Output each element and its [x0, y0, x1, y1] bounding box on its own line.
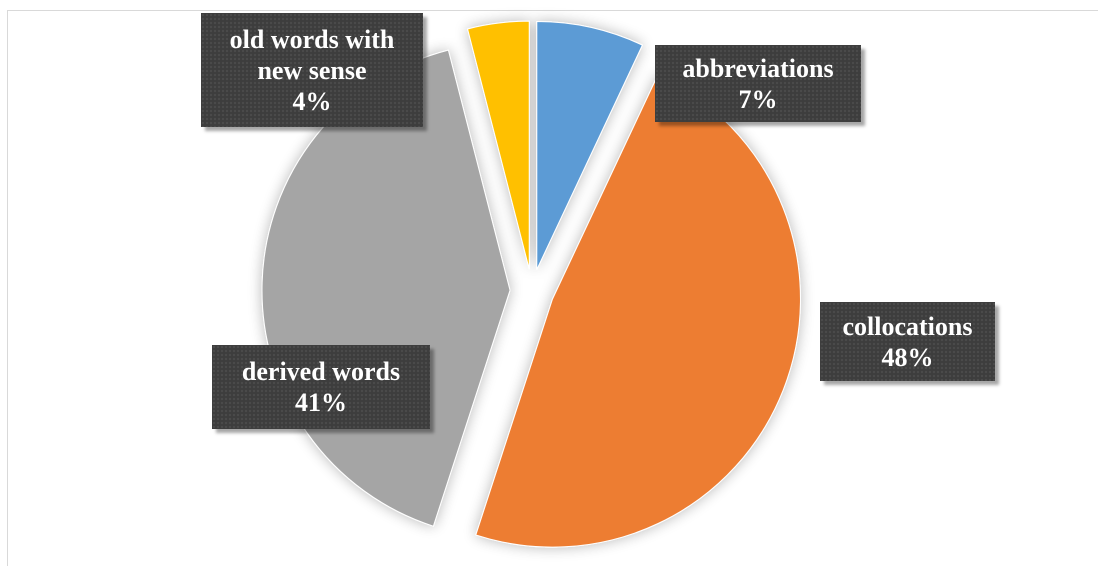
data-label-derived-words-name: derived words: [241, 357, 401, 386]
data-label-old-words-line2: new sense: [257, 55, 367, 85]
data-label-old-words-line1: old words with: [229, 24, 395, 54]
data-label-abbreviations-name: abbreviations: [682, 53, 834, 83]
data-label-derived-words-value: 41%: [295, 388, 347, 417]
data-label-collocations: collocations 48%: [820, 302, 995, 381]
data-label-abbreviations: abbreviations 7%: [655, 45, 861, 122]
pie-slice-collocations: [475, 74, 801, 548]
data-label-old-words-with-new-sense: old words with new sense 4%: [201, 13, 423, 127]
data-label-collocations-name: collocations: [842, 311, 973, 341]
pie-slice-abbreviations: [536, 21, 644, 270]
data-label-collocations-value: 48%: [881, 342, 934, 372]
data-label-abbreviations-value: 7%: [738, 84, 778, 114]
data-label-old-words-value: 4%: [292, 86, 332, 116]
data-label-derived-words: derived words 41%: [212, 345, 430, 429]
pie-slice-old-words-with-new-sense: [466, 20, 530, 270]
